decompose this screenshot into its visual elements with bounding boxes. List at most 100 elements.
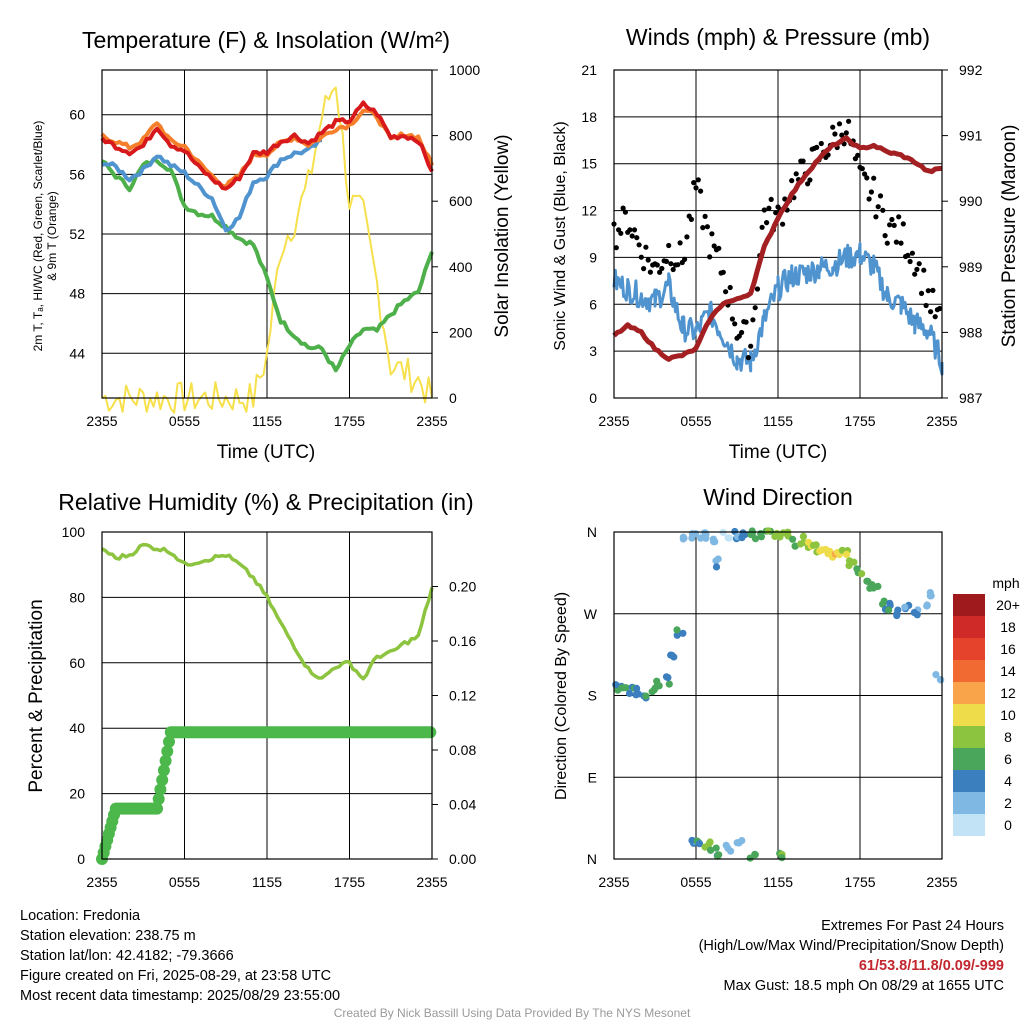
direction-point — [702, 530, 710, 539]
series-gust-point — [830, 124, 836, 130]
series-gust-point — [659, 265, 665, 272]
direction-point — [885, 606, 893, 614]
direction-point — [923, 601, 931, 609]
series-gust-point — [909, 250, 916, 256]
series-gust-point — [693, 185, 699, 191]
credit-text: Created By Nick Bassill Using Data Provi… — [333, 1006, 691, 1020]
y-right-tick-label: 1000 — [449, 62, 480, 78]
direction-point — [688, 836, 696, 845]
x-tick-label: 1155 — [252, 874, 282, 890]
series-gust-point — [893, 239, 900, 245]
series-gust-point — [800, 158, 806, 164]
series-gust-point — [668, 261, 674, 267]
x-tick-label: 1755 — [844, 874, 875, 890]
y-tick-label: 18 — [581, 109, 597, 125]
humidity-ylabel-left: Percent & Precipitation — [26, 599, 47, 792]
winds-title: Winds (mph) & Pressure (mb) — [626, 24, 930, 50]
direction-point — [712, 844, 720, 852]
series-gust-point — [880, 207, 886, 213]
direction-point — [670, 653, 678, 661]
series-gust-point — [928, 309, 934, 315]
series-precipitation-point — [152, 793, 165, 805]
direction-point — [757, 533, 766, 541]
y-tick-label: W — [584, 606, 598, 622]
y-right-tick-label: 989 — [959, 259, 983, 275]
direction-point — [932, 671, 940, 679]
series-gust-point — [677, 240, 683, 246]
series-gust-point — [636, 242, 642, 248]
colorbar-swatch — [953, 704, 985, 726]
temperature-title: Temperature (F) & Insolation (W/m²) — [82, 27, 450, 53]
x-tick-label: 2355 — [926, 874, 957, 890]
series-gust-point — [631, 227, 638, 233]
series-precipitation-point — [424, 726, 437, 739]
y-tick-label: 48 — [69, 286, 85, 302]
y-tick-label: 12 — [581, 203, 597, 219]
direction-point — [612, 681, 620, 689]
x-tick-label: 1755 — [334, 413, 365, 429]
series-gust-point — [700, 225, 706, 231]
series-precipitation-point — [154, 783, 167, 796]
colorbar-label: 18 — [1000, 619, 1016, 635]
created-text: Figure created on Fri, 2025-08-29, at 23… — [20, 968, 332, 984]
series-gust-point — [832, 131, 838, 137]
y-right-tick-label: 0.04 — [449, 797, 476, 813]
series-gust-point — [720, 269, 726, 275]
direction-point — [695, 840, 704, 848]
series-gust-point — [862, 171, 868, 177]
y-right-tick-label: 0 — [449, 390, 457, 406]
series-gust-point — [766, 205, 772, 211]
series-gust-point — [868, 189, 875, 195]
direction-plot-frame — [613, 531, 943, 860]
colorbar-swatch — [953, 770, 985, 792]
series-gust-point — [748, 343, 754, 349]
direction-point — [809, 541, 818, 549]
direction-point — [910, 609, 918, 617]
series-gust-point — [914, 266, 920, 272]
direction-point — [816, 547, 824, 555]
y-tick-label: 9 — [589, 249, 597, 265]
series-gust-point — [921, 267, 927, 273]
direction-point — [724, 844, 732, 852]
station-info: Location: Fredonia Station elevation: 23… — [20, 906, 340, 1006]
series-gust-point — [620, 205, 626, 211]
direction-point — [741, 531, 749, 539]
direction-point — [707, 846, 715, 854]
series-2m-t — [100, 100, 434, 191]
series-gust-point — [729, 316, 736, 322]
winds-plot-frame — [613, 69, 943, 399]
temperature-ylabel-left-line2: & 9m T (Orange) — [45, 191, 59, 281]
series-gust-point — [884, 240, 890, 246]
x-tick-label: 1155 — [763, 874, 793, 890]
series-gust-point — [764, 220, 770, 226]
series-gust-point — [873, 214, 879, 220]
direction-point — [724, 534, 732, 542]
series-gust-point — [695, 177, 701, 183]
series-gust-point — [670, 266, 676, 273]
y-tick-label: 80 — [69, 589, 85, 605]
series-gust-point — [925, 288, 931, 294]
x-tick-label: 0555 — [680, 874, 711, 890]
direction-point — [625, 689, 634, 698]
series-gust-point — [877, 193, 884, 199]
series-gust-point — [932, 314, 938, 320]
direction-panel: Wind Direction 2355 0555 1155 1755 2355NESWN… — [553, 484, 1020, 890]
series-gust-point — [839, 132, 845, 138]
series-gust-point — [750, 317, 756, 323]
direction-point — [751, 535, 760, 543]
series-sonic-wind — [612, 242, 944, 376]
series-gust-point — [723, 289, 729, 295]
temperature-ylabel-left-line1: 2m T, Tₐ, HI/WC (Red, Green, Scarlet/Blu… — [31, 121, 45, 352]
direction-point — [868, 581, 876, 589]
y-tick-label: 20 — [69, 786, 85, 802]
x-tick-label: 2355 — [86, 874, 117, 890]
series-gust-point — [654, 262, 660, 268]
colorbar-label: 14 — [1000, 663, 1016, 679]
series-gust-point — [743, 319, 749, 325]
series-hi-wc — [101, 138, 323, 233]
series-gust-point — [691, 180, 697, 186]
direction-point — [697, 534, 705, 542]
series-gust-point — [675, 262, 681, 268]
y-tick-label: N — [587, 524, 597, 540]
